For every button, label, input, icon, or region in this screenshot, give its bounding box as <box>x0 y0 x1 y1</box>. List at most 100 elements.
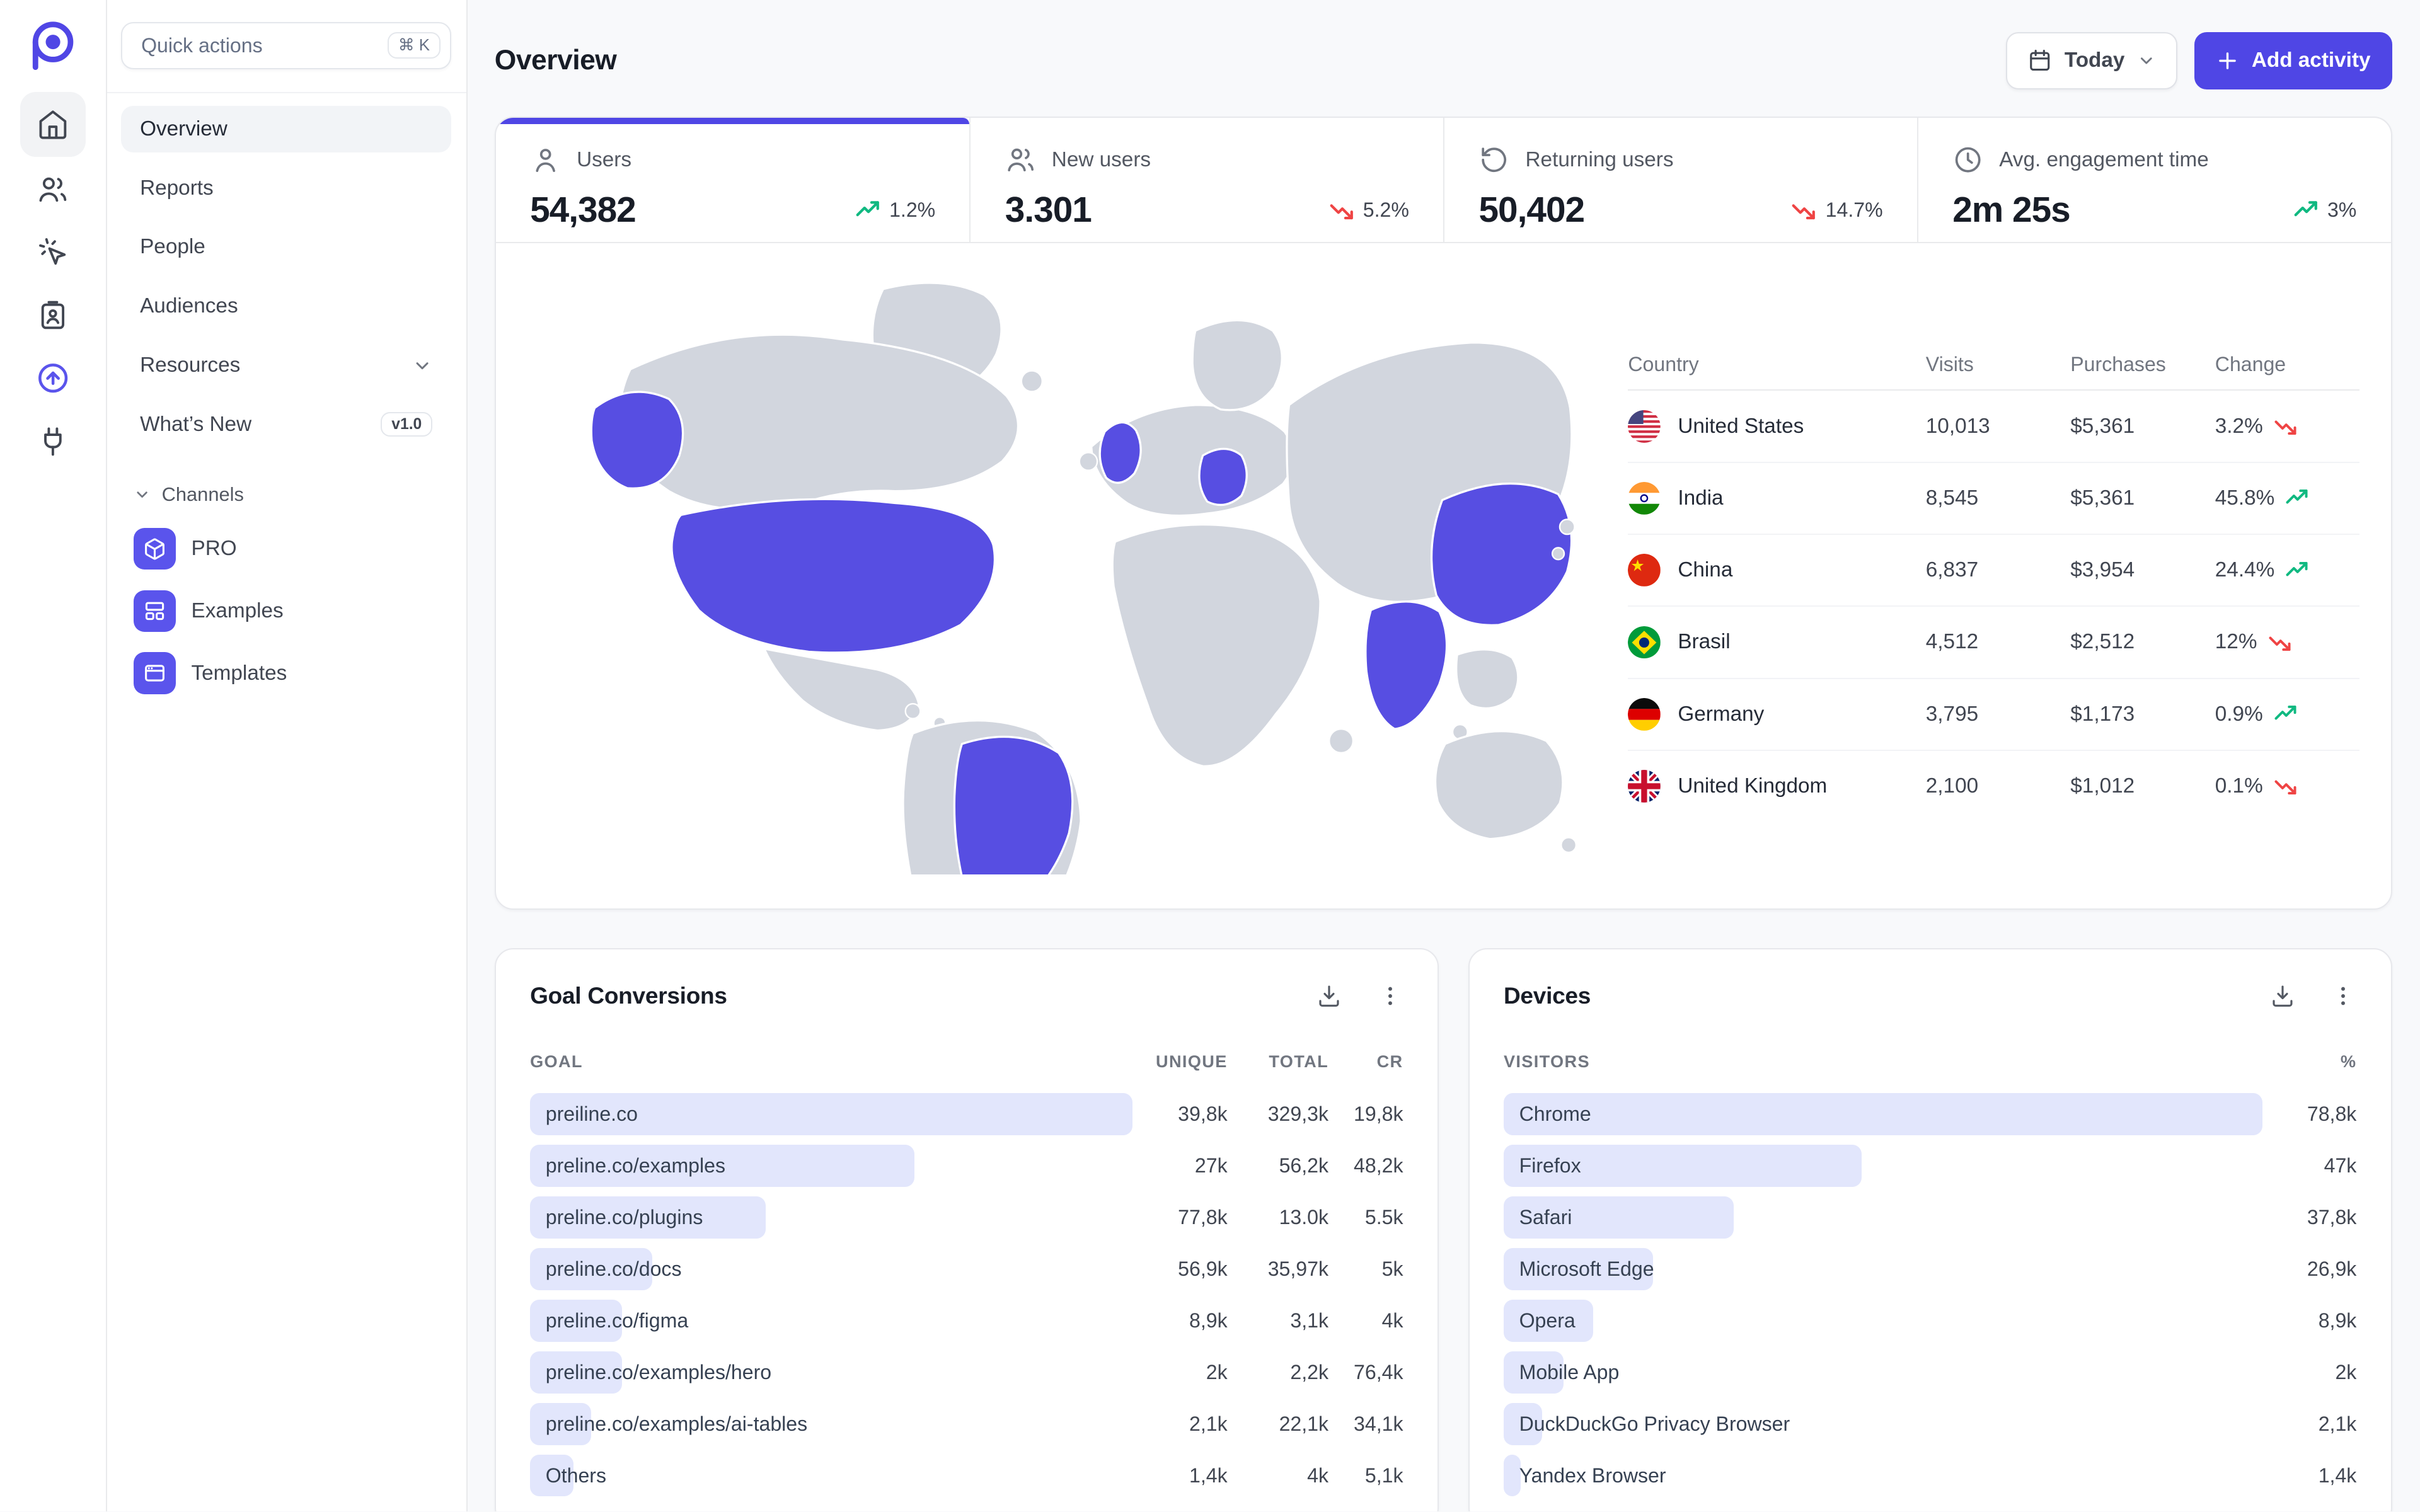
version-badge: v1.0 <box>381 411 433 437</box>
quick-actions-input[interactable]: Quick actions ⌘ K <box>121 21 451 70</box>
icon-rail <box>0 0 107 1511</box>
sidebar-item-overview[interactable]: Overview <box>121 105 451 152</box>
sidebar-item-resources[interactable]: Resources <box>121 342 451 389</box>
goal-row: preline.co/plugins 77,8k 13.0k 5.5k <box>530 1192 1403 1244</box>
kpi-value: 54,382 <box>530 190 637 230</box>
goal-row: preline.co/examples/ai-tables 2,1k 22,1k… <box>530 1398 1403 1450</box>
kpi-value: 2m 25s <box>1952 190 2071 230</box>
kpi-tab-new-users[interactable]: New users 3.301 5.2% <box>969 118 1443 243</box>
channel-item-examples[interactable]: Examples <box>121 588 451 634</box>
goal-bar <box>530 1248 653 1290</box>
cursor-click-icon[interactable] <box>20 219 86 285</box>
kpi-tab-returning-users[interactable]: Returning users 50,402 14.7% <box>1443 118 1917 243</box>
kpi-tab-engagement-time[interactable]: Avg. engagement time 2m 25s 3% <box>1916 118 2391 243</box>
keyboard-shortcut-badge: ⌘ K <box>387 32 441 59</box>
page-title: Overview <box>494 45 617 76</box>
sidebar-divider <box>105 91 467 93</box>
device-row: Firefox 47k <box>1503 1140 2356 1192</box>
preline-logo-icon[interactable] <box>26 19 78 70</box>
quick-actions-placeholder: Quick actions <box>141 33 263 57</box>
cube-icon <box>134 527 176 570</box>
browser-window-icon <box>134 652 176 694</box>
goal-bar <box>530 1351 622 1394</box>
sidebar: Quick actions ⌘ K Overview Reports Peopl… <box>105 0 468 1511</box>
users-icon <box>1005 144 1036 175</box>
channels-group: Channels PRO Examples Templates <box>121 476 451 696</box>
flag-united-states-icon <box>1628 410 1661 443</box>
date-filter-button[interactable]: Today <box>2005 32 2177 89</box>
country-row: Brasil 4,512 $2,512 12% <box>1628 607 2360 679</box>
kpi-tab-users[interactable]: Users 54,382 1.2% <box>495 118 970 242</box>
user-icon <box>530 144 561 175</box>
sidebar-nav: Overview Reports People Audiences Resour… <box>121 105 451 448</box>
sidebar-item-people[interactable]: People <box>140 235 205 259</box>
kpi-tabs: Users 54,382 1.2% New users <box>495 118 2391 244</box>
country-row: Germany 3,795 $1,173 0.9% <box>1628 679 2360 751</box>
analytics-card: Users 54,382 1.2% New users <box>494 117 2392 910</box>
devices-card: Devices VISITORS % Chrome 78,8k <box>1468 948 2392 1511</box>
plug-icon[interactable] <box>20 409 86 474</box>
flag-germany-icon <box>1628 697 1661 731</box>
goals-table-header: GOAL UNIQUE TOTAL CR <box>530 1051 1403 1071</box>
channels-header[interactable]: Channels <box>121 476 451 513</box>
device-bar <box>1503 1300 1594 1342</box>
geo-section: Country Visits Purchases Change United S… <box>496 243 2391 875</box>
device-bar <box>1503 1248 1653 1290</box>
kpi-trend: 5.2% <box>1329 198 1409 231</box>
goal-row: preline.co/docs 56,9k 35,97k 5k <box>530 1244 1403 1295</box>
channel-item-pro[interactable]: PRO <box>121 525 451 572</box>
layout-grid-icon <box>134 590 176 633</box>
flag-china-icon <box>1628 554 1661 587</box>
device-row: Chrome 78,8k <box>1503 1089 2356 1140</box>
countries-table: Country Visits Purchases Change United S… <box>1628 340 2360 874</box>
trend-down-icon <box>2274 415 2297 438</box>
plus-icon <box>2216 49 2239 72</box>
kebab-menu-icon[interactable] <box>2330 983 2356 1009</box>
sidebar-item-audiences[interactable]: Audiences <box>140 294 238 318</box>
world-map <box>514 265 1603 875</box>
goal-bar <box>530 1454 574 1497</box>
trend-down-icon <box>2274 774 2297 798</box>
circle-arrow-up-icon[interactable] <box>20 345 86 411</box>
device-bar <box>1503 1454 1521 1497</box>
devices-rows: Chrome 78,8k Firefox 47k Safari 37,8k <box>1470 1089 2391 1501</box>
download-icon[interactable] <box>2269 983 2296 1009</box>
country-row: United States 10,013 $5,361 3.2% <box>1628 391 2360 463</box>
home-icon[interactable] <box>20 91 86 158</box>
trend-down-icon <box>1791 198 1816 222</box>
device-row: Mobile App 2k <box>1503 1347 2356 1399</box>
device-row: Opera 8,9k <box>1503 1295 2356 1347</box>
sidebar-item-whats-new[interactable]: What’s New v1.0 <box>121 401 451 448</box>
device-bar <box>1503 1351 1564 1394</box>
download-icon[interactable] <box>1316 983 1342 1009</box>
calendar-icon <box>2027 48 2052 72</box>
country-row: United Kingdom 2,100 $1,012 0.1% <box>1628 751 2360 822</box>
contact-card-icon[interactable] <box>20 283 86 348</box>
flag-united-kingdom-icon <box>1628 770 1661 803</box>
goal-row: preiline.co 39,8k 329,3k 19,8k <box>530 1089 1403 1140</box>
sidebar-item-reports[interactable]: Reports <box>140 176 214 200</box>
device-bar <box>1503 1145 1862 1187</box>
device-row: Microsoft Edge 26,9k <box>1503 1244 2356 1295</box>
page-header: Overview Today Add activity <box>495 31 2392 90</box>
kpi-trend: 3% <box>2293 198 2356 231</box>
goal-bar <box>530 1300 622 1342</box>
goal-row: Others 1,4k 4k 5,1k <box>530 1450 1403 1501</box>
device-bar <box>1503 1402 1542 1445</box>
goal-bar <box>530 1145 914 1187</box>
users-icon[interactable] <box>20 157 86 222</box>
card-title: Goal Conversions <box>530 982 727 1009</box>
goal-bar <box>530 1402 592 1445</box>
add-activity-button[interactable]: Add activity <box>2194 32 2392 89</box>
goal-bar <box>530 1093 1132 1135</box>
device-row: Safari 37,8k <box>1503 1192 2356 1244</box>
goal-conversions-card: Goal Conversions GOAL UNIQUE TOTAL CR pr <box>494 948 1439 1511</box>
goals-rows: preiline.co 39,8k 329,3k 19,8k preline.c… <box>496 1089 1438 1501</box>
channel-item-templates[interactable]: Templates <box>121 650 451 697</box>
chevron-down-icon <box>412 355 432 375</box>
trend-up-icon <box>855 198 880 222</box>
kebab-menu-icon[interactable] <box>1377 983 1403 1009</box>
goal-row: preline.co/examples/hero 2k 2,2k 76,4k <box>530 1347 1403 1399</box>
goal-bar <box>530 1196 766 1239</box>
